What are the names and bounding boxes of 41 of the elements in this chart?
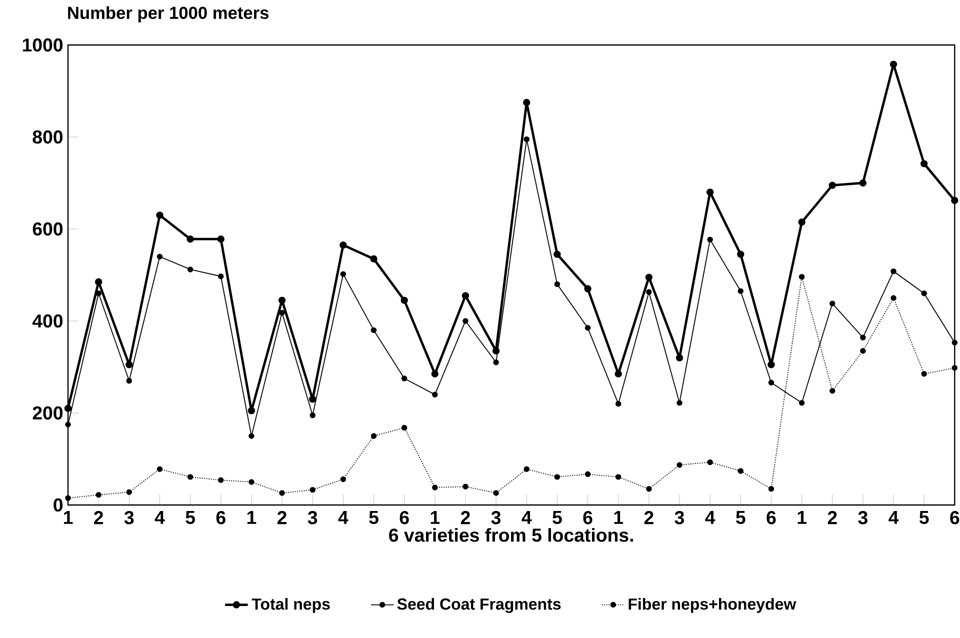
x-tick-label: 5	[736, 511, 746, 524]
x-tick-label: 6	[766, 511, 776, 524]
x-tick-label: 4	[338, 511, 348, 524]
x-tick-label: 3	[858, 511, 868, 524]
x-tick-label: 1	[798, 511, 806, 524]
y-tick-label: 400	[32, 314, 63, 328]
x-tick-label: 4	[522, 511, 532, 524]
x-tick-label: 2	[828, 511, 837, 524]
legend-label: Fiber neps+honeydew	[628, 598, 796, 613]
x-tick-label: 1	[430, 511, 440, 524]
x-tick-label: 5	[186, 511, 195, 524]
x-tick-label: 6	[950, 511, 960, 524]
x-tick-label: 5	[552, 511, 562, 524]
x-tick-label: 4	[705, 511, 716, 524]
x-tick-label: 6	[400, 511, 409, 524]
x-tick-label: 1	[614, 511, 624, 524]
x-tick-label: 3	[674, 511, 684, 524]
legend-label: Seed Coat Fragments	[397, 598, 561, 613]
x-tick-label: 2	[94, 511, 104, 524]
legend-label: Total neps	[252, 598, 330, 613]
x-tick-label: 6	[216, 511, 226, 524]
x-tick-label: 2	[277, 511, 286, 524]
x-tick-label: 3	[124, 511, 134, 524]
y-tick-label: 200	[32, 406, 63, 420]
x-tick-label: 5	[369, 511, 378, 524]
x-tick-label: 3	[308, 511, 318, 524]
x-tick-label: 2	[644, 511, 654, 524]
x-tick-label: 4	[154, 511, 165, 524]
y-axis-title: Number per 1000 meters	[68, 6, 269, 22]
x-tick-label: 6	[583, 511, 592, 524]
x-axis-title: 6 varieties from 5 locations.	[389, 528, 633, 542]
y-tick-label: 0	[54, 498, 63, 512]
x-tick-label: 5	[919, 511, 929, 524]
x-tick-label: 4	[888, 511, 899, 524]
y-tick-label: 600	[32, 222, 63, 236]
y-tick-label: 800	[32, 130, 63, 144]
x-tick-label: 2	[460, 511, 470, 524]
y-tick-label: 1000	[22, 38, 63, 52]
x-tick-label: 3	[491, 511, 501, 524]
x-tick-label: 1	[64, 511, 73, 524]
x-tick-label: 1	[247, 511, 256, 524]
